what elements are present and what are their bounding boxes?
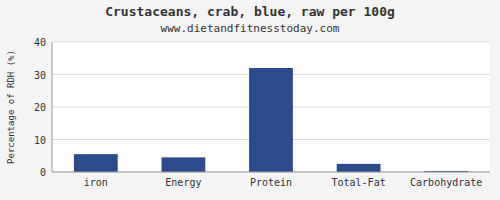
bars <box>74 68 468 172</box>
chart: Crustaceans, crab, blue, raw per 100g www… <box>0 0 500 200</box>
x-axis <box>52 172 490 173</box>
y-tick-label: 10 <box>34 135 46 146</box>
bar <box>337 164 381 172</box>
y-tick-label: 20 <box>34 102 46 113</box>
y-tick-label: 30 <box>34 70 46 81</box>
grid-line <box>52 172 490 173</box>
title: Crustaceans, crab, blue, raw per 100g <box>105 4 395 19</box>
y-tick-label: 0 <box>40 167 46 178</box>
x-tick-label: Energy <box>165 177 201 188</box>
y-axis <box>52 42 53 172</box>
grid-line <box>52 42 490 43</box>
x-tick-label: Carbohydrate <box>410 177 482 188</box>
y-tick-label: 40 <box>34 37 46 48</box>
bar <box>162 157 206 172</box>
y-axis-label: Percentage of RDH (%) <box>6 50 16 164</box>
x-tick-label: Total-Fat <box>332 177 386 188</box>
x-tick-label: Protein <box>250 177 292 188</box>
bar <box>74 154 118 172</box>
background <box>0 0 500 200</box>
plot-area <box>52 42 490 172</box>
bar <box>249 68 293 172</box>
x-tick-label: iron <box>84 177 108 188</box>
subtitle: www.dietandfitnesstoday.com <box>161 22 340 35</box>
